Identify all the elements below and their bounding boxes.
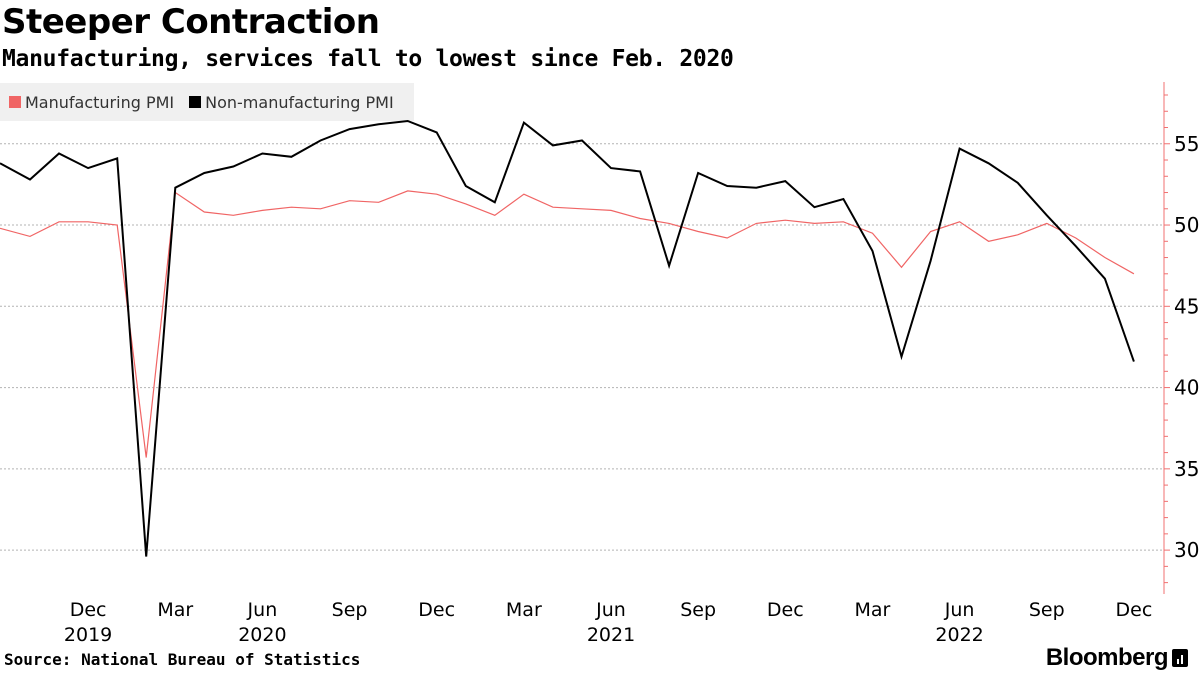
manufacturing-pmi-line [0, 190, 1135, 458]
x-tick-label: Sep [332, 599, 368, 621]
y-tick-label: 35 [1174, 457, 1199, 481]
y-tick-label: 40 [1174, 376, 1199, 400]
x-tick-label: Dec [1116, 599, 1153, 621]
year-label: 2019 [64, 624, 112, 646]
legend: Manufacturing PMI Non-manufacturing PMI [0, 83, 414, 121]
legend-label-non-manufacturing: Non-manufacturing PMI [205, 92, 394, 112]
x-tick-label: Mar [855, 599, 891, 621]
bloomberg-logo: Bloomberg [1046, 644, 1188, 672]
x-tick-label: Dec [70, 599, 107, 621]
x-tick-label: Jun [247, 599, 278, 621]
year-label: 2020 [238, 624, 286, 646]
y-tick-label: 55 [1174, 132, 1199, 156]
source-note: Source: National Bureau of Statistics [4, 650, 361, 669]
non-manufacturing-pmi-line [0, 119, 1135, 557]
year-label: 2021 [587, 624, 635, 646]
x-tick-label: Sep [680, 599, 716, 621]
legend-item-non-manufacturing: Non-manufacturing PMI [189, 93, 394, 112]
brand-text: Bloomberg [1045, 644, 1169, 671]
year-label: 2022 [935, 624, 983, 646]
legend-label-manufacturing: Manufacturing PMI [25, 92, 175, 112]
x-tick-label: Dec [418, 599, 455, 621]
x-tick-label: Jun [595, 599, 626, 621]
legend-swatch-manufacturing [9, 96, 21, 108]
y-tick-label: 50 [1174, 213, 1199, 237]
bar-chart-icon [1172, 649, 1188, 667]
x-tick-label: Mar [506, 599, 542, 621]
x-tick-label: Mar [157, 599, 193, 621]
chart-subtitle: Manufacturing, services fall to lowest s… [2, 46, 734, 72]
y-tick-label: 30 [1174, 538, 1199, 562]
legend-item-manufacturing: Manufacturing PMI [9, 93, 174, 112]
legend-swatch-non-manufacturing [189, 96, 202, 108]
x-tick-label: Sep [1029, 599, 1065, 621]
x-tick-label: Dec [767, 599, 804, 621]
y-tick-label: 45 [1174, 294, 1199, 318]
x-tick-label: Jun [944, 599, 975, 621]
chart-title: Steeper Contraction [2, 2, 380, 42]
